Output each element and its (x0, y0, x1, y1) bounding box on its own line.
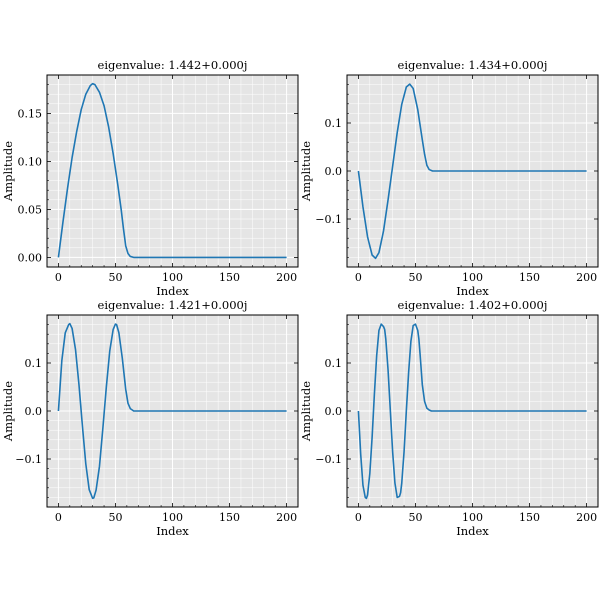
chart-title: eigenvalue: 1.434+0.000j (398, 58, 548, 72)
x-tick-label: 200 (276, 271, 297, 284)
subplot-1: 0 50 100 150 200 0.00 0.05 0.10 0.15 eigenvalue: … (1, 58, 299, 298)
series-line (357, 83, 587, 260)
x-tick-label: 50 (108, 271, 122, 284)
x-tick-label: 50 (108, 511, 122, 524)
x-tick-label: 200 (276, 511, 297, 524)
series-line (357, 323, 587, 500)
y-tick-label: 0.0 (325, 405, 343, 418)
x-tick-label: 0 (355, 511, 362, 524)
x-tick-label: 0 (355, 271, 362, 284)
x-tick-label: 50 (408, 271, 422, 284)
y-tick-label: −0.1 (315, 213, 342, 226)
y-tick-label: 0.1 (25, 357, 43, 370)
x-tick-label: 100 (462, 511, 483, 524)
subplot-3: 0 50 100 150 200 −0.1 0.0 0.1 eigenvalue: 1.421+… (1, 298, 299, 538)
x-tick-label: 200 (576, 271, 597, 284)
y-tick-label: −0.1 (15, 453, 42, 466)
x-tick-label: 150 (219, 271, 240, 284)
subplot-4: 0 50 100 150 200 −0.1 0.0 0.1 eigenvalue: 1.402+… (299, 298, 599, 538)
series-line (57, 322, 287, 500)
y-axis-label: Amplitude (299, 381, 313, 442)
y-axis-label: Amplitude (299, 141, 313, 202)
x-tick-label: 150 (519, 271, 540, 284)
chart-title: eigenvalue: 1.402+0.000j (398, 298, 548, 312)
y-tick-label: 0.05 (18, 203, 43, 216)
x-tick-label: 200 (576, 511, 597, 524)
y-tick-label: 0.00 (18, 251, 43, 264)
x-tick-label: 150 (519, 511, 540, 524)
subplot-2: 0 50 100 150 200 −0.1 0.0 0.1 eigenvalue: 1.434+… (299, 58, 599, 298)
y-axis-label: Amplitude (1, 381, 15, 442)
x-tick-label: 100 (462, 271, 483, 284)
x-tick-label: 150 (219, 511, 240, 524)
x-axis-label: Index (456, 524, 489, 538)
y-tick-label: 0.10 (18, 155, 43, 168)
y-tick-label: 0.1 (325, 357, 343, 370)
x-axis-label: Index (156, 524, 189, 538)
y-tick-label: −0.1 (315, 453, 342, 466)
grid (46, 74, 299, 268)
y-tick-label: 0.0 (325, 165, 343, 178)
x-axis-label: Index (456, 284, 489, 298)
y-tick-label: 0.0 (25, 405, 43, 418)
x-tick-label: 50 (408, 511, 422, 524)
series-line (57, 82, 287, 259)
y-tick-label: 0.1 (325, 117, 343, 130)
x-tick-label: 0 (55, 511, 62, 524)
y-tick-label: 0.15 (18, 107, 43, 120)
x-tick-label: 100 (162, 511, 183, 524)
chart-title: eigenvalue: 1.442+0.000j (98, 58, 248, 72)
x-axis-label: Index (156, 284, 189, 298)
y-axis-label: Amplitude (1, 141, 15, 202)
x-tick-label: 100 (162, 271, 183, 284)
chart-title: eigenvalue: 1.421+0.000j (98, 298, 248, 312)
x-tick-label: 0 (55, 271, 62, 284)
